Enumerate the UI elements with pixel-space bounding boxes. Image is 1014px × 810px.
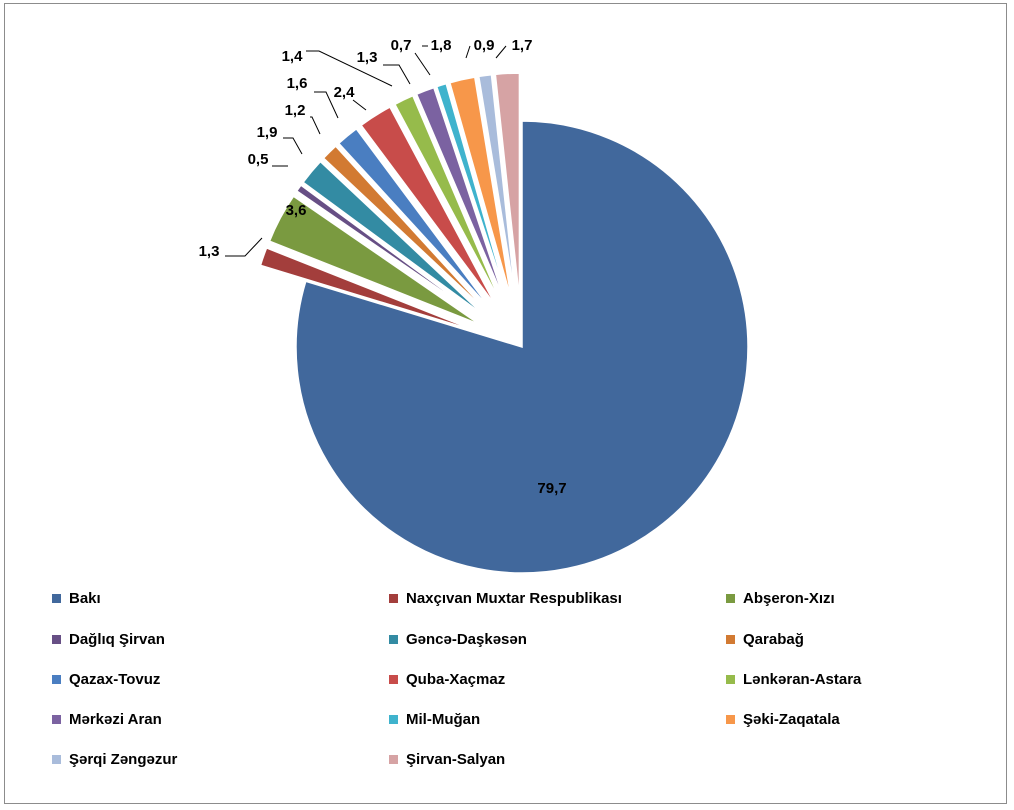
leader-line-sirvan-salyan (495, 45, 507, 59)
pie-slice-mil-mugan (435, 82, 509, 302)
data-label-seki-zaqatala: 1,8 (431, 37, 452, 54)
leader-line-qarabag (310, 116, 321, 135)
data-label-baki: 79,7 (537, 480, 566, 497)
leader-line-quba-xacmaz (352, 99, 367, 111)
data-label-sirvan-salyan: 1,7 (512, 37, 533, 54)
data-label-serqi-zengezur: 0,9 (474, 37, 495, 54)
data-label-naxcivan: 1,3 (199, 243, 220, 260)
data-label-merkezi-aran: 1,3 (357, 49, 378, 66)
pie-slice-lenkeran-astara (393, 94, 502, 305)
data-label-gence-daskesen: 1,9 (257, 124, 278, 141)
pie-slice-seki-zaqatala (448, 76, 513, 301)
data-label-quba-xacmaz: 2,4 (334, 84, 356, 101)
data-label-abseron-xizi: 3,6 (286, 202, 307, 219)
pie-slice-baki (295, 120, 749, 574)
pie-slice-abseron-xizi (268, 195, 481, 326)
data-label-dagliq-sirvan: 0,5 (248, 151, 269, 168)
leader-line-qazax-tovuz (314, 91, 339, 119)
leader-line-serqi-zengezur (465, 45, 471, 59)
pie-slice-merkezi-aran (415, 86, 506, 303)
pie-slice-qazax-tovuz (337, 127, 493, 311)
leader-line-merkezi-aran (383, 64, 411, 85)
data-label-mil-mugan: 0,7 (391, 37, 412, 54)
pie-slice-qarabag (322, 145, 489, 314)
leader-line-lenkeran-astara (306, 50, 393, 87)
data-label-qazax-tovuz: 1,6 (287, 75, 308, 92)
leader-line-gence-daskesen (283, 137, 303, 155)
pie-slice-gence-daskesen (302, 160, 486, 317)
data-label-lenkeran-astara: 1,4 (282, 48, 304, 65)
leader-line-mil-mugan (414, 52, 431, 76)
leader-line-naxcivan (225, 237, 263, 257)
data-label-qarabag: 1,2 (285, 102, 306, 119)
pie-slice-naxcivan (259, 246, 477, 332)
pie-slice-serqi-zengezur (477, 73, 517, 300)
pie-slice-dagliq-sirvan (295, 184, 484, 320)
pie-slice-sirvan-salyan (494, 72, 521, 300)
pie-slice-quba-xacmaz (360, 106, 497, 307)
